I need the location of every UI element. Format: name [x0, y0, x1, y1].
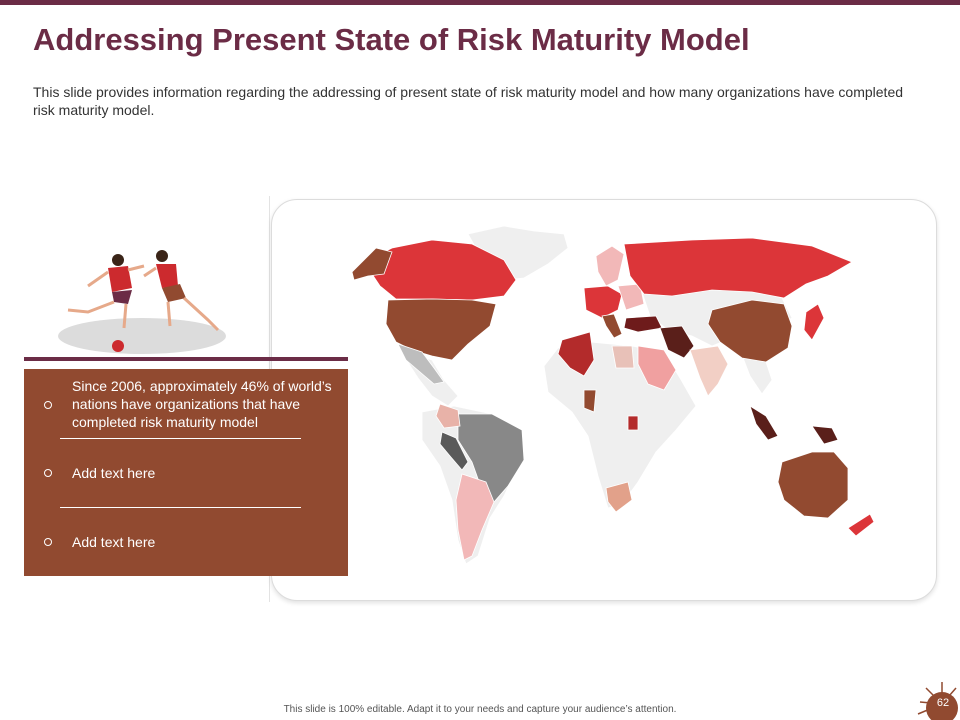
new-zealand-shape	[847, 513, 875, 537]
algeria-shape	[557, 331, 595, 377]
alaska-shape	[351, 247, 393, 281]
info-panel: Since 2006, approximately 46% of world’s…	[24, 369, 348, 576]
bullet-icon	[44, 469, 52, 477]
panel-separator	[60, 438, 301, 439]
eastern-europe-shape	[617, 283, 645, 311]
russia-shape	[623, 237, 853, 299]
panel-item-text: Since 2006, approximately 46% of world’s…	[72, 378, 332, 430]
soccer-players-illustration	[58, 250, 226, 354]
australia-shape	[777, 451, 849, 519]
bullet-icon	[44, 538, 52, 546]
peru-shape	[439, 431, 469, 471]
iran-shape	[659, 325, 695, 359]
player-left-icon	[67, 254, 145, 352]
scandinavia-shape	[595, 245, 625, 287]
canada-shape	[363, 239, 517, 301]
slide-subtitle: This slide provides information regardin…	[33, 84, 904, 118]
panel-separator	[60, 507, 301, 508]
usa-shape	[385, 298, 497, 361]
bullet-icon	[44, 401, 52, 409]
ground-shadow	[58, 318, 226, 354]
saudi-shape	[637, 345, 677, 391]
colombia-shape	[435, 403, 461, 429]
indonesia-shape	[749, 405, 779, 441]
turkey-shape	[623, 315, 663, 333]
world-map	[351, 225, 875, 565]
western-europe-shape	[583, 285, 623, 319]
panel-top-line	[24, 357, 348, 361]
panel-item-text: Add text here	[72, 534, 156, 550]
madagascar-shape	[583, 389, 597, 413]
brazil-shape	[457, 413, 525, 503]
papua-shape	[811, 425, 839, 445]
argentina-shape	[455, 473, 495, 561]
footer-note: This slide is 100% editable. Adapt it to…	[283, 704, 677, 715]
italy-shape	[601, 313, 623, 339]
page-number: 62	[936, 697, 950, 709]
mexico-shape	[397, 343, 445, 385]
top-accent-bar	[0, 0, 960, 5]
player-right-icon	[143, 250, 220, 332]
world-map-card	[271, 199, 937, 601]
egypt-shape	[611, 345, 635, 369]
india-shape	[689, 345, 729, 397]
slide-title: Addressing Present State of Risk Maturit…	[33, 22, 750, 57]
panel-item-text: Add text here	[72, 465, 156, 481]
page-number-badge-icon	[917, 682, 958, 720]
south-africa-shape	[605, 481, 633, 513]
china-shape	[707, 299, 793, 363]
east-africa-shape	[627, 415, 639, 431]
japan-shape	[803, 303, 825, 341]
